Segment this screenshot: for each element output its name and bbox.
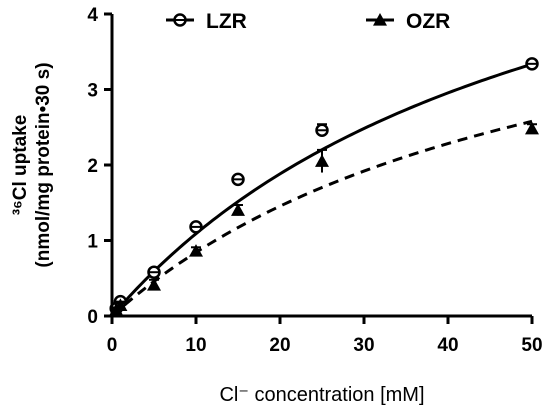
x-axis-title: Cl⁻ concentration [mM] [219, 384, 424, 406]
data-point-ozr [113, 298, 128, 312]
fit-curve-ozr [111, 119, 533, 318]
data-point-ozr [231, 203, 245, 216]
x-tick-label: 20 [269, 335, 290, 356]
y-axis-title-line2: (nmol/mg protein•30 s) [33, 62, 54, 267]
legend-item-ozr: OZR [366, 10, 450, 33]
legend-item-lzr: LZR [166, 10, 247, 33]
legend: LZR OZR [166, 10, 450, 33]
legend-label-ozr: OZR [406, 10, 450, 33]
plot-area [109, 57, 539, 318]
data-point-lzr [315, 123, 329, 138]
x-tick-label: 50 [521, 335, 542, 356]
y-tick-label: 2 [87, 156, 98, 177]
y-tick-label: 4 [87, 5, 98, 26]
y-axis-title-line1: ³⁶Cl uptake [10, 115, 31, 216]
y-tick-label: 1 [87, 232, 98, 253]
x-tick-label: 10 [185, 335, 206, 356]
y-tick-label: 3 [87, 81, 98, 102]
x-tick-label: 40 [437, 335, 458, 356]
legend-marker-lzr [173, 13, 187, 27]
x-tick-label: 0 [107, 335, 118, 356]
x-tick-label: 30 [353, 335, 374, 356]
data-point-ozr [147, 278, 161, 291]
y-tick-label: 0 [87, 307, 98, 328]
data-point-lzr [147, 265, 161, 279]
axes: 0 10 20 30 40 50 0 1 2 3 4 [87, 5, 542, 356]
data-point-lzr [189, 220, 203, 234]
data-point-ozr [525, 121, 539, 135]
legend-marker-ozr [373, 13, 387, 26]
data-point-ozr [315, 154, 329, 167]
data-point-ozr [189, 244, 203, 257]
data-point-lzr [525, 57, 539, 71]
data-point-lzr [231, 172, 245, 187]
legend-label-lzr: LZR [206, 10, 247, 33]
fit-curve-lzr [110, 62, 533, 317]
